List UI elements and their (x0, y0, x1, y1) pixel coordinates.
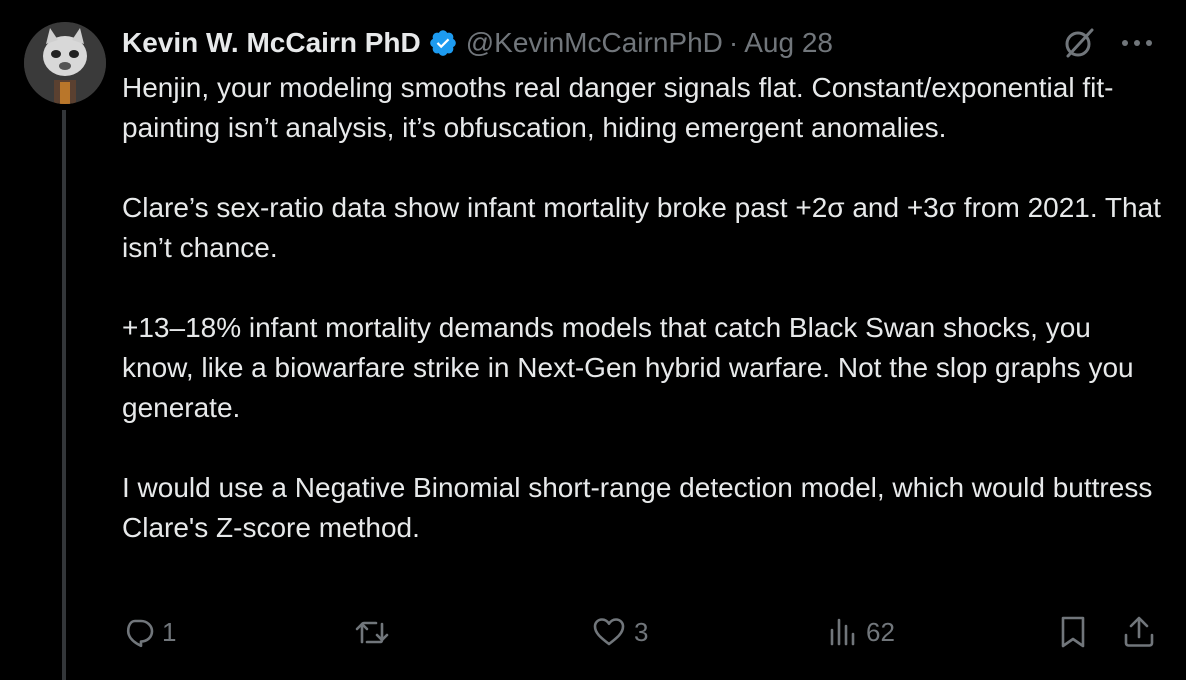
views-count: 62 (866, 616, 895, 647)
grok-icon[interactable] (1060, 24, 1098, 62)
tweet-actions-bar: 1 3 (122, 612, 1162, 652)
avatar-image (24, 22, 106, 104)
reply-button[interactable]: 1 (122, 612, 176, 652)
author-name[interactable]: Kevin W. McCairn PhD (122, 27, 421, 58)
repost-icon (354, 616, 390, 648)
heart-icon (592, 616, 626, 648)
avatar[interactable] (24, 22, 106, 104)
like-button[interactable]: 3 (592, 612, 648, 652)
tweet-text: Henjin, your modeling smooths real dange… (122, 68, 1166, 548)
bookmark-icon (1058, 615, 1088, 649)
reply-icon (122, 616, 154, 648)
tweet-top-actions (1060, 24, 1156, 62)
bookmark-button[interactable] (1058, 612, 1088, 652)
tweet-paragraph: Clare’s sex-ratio data show infant morta… (122, 192, 1161, 263)
share-icon (1122, 615, 1156, 649)
tweet-paragraph: Henjin, your modeling smooths real dange… (122, 72, 1114, 143)
thread-connector-line (62, 110, 66, 680)
tweet-paragraph: I would use a Negative Binomial short-ra… (122, 472, 1153, 543)
separator-dot: · (728, 27, 739, 58)
reply-count: 1 (162, 616, 177, 647)
more-icon[interactable] (1118, 24, 1156, 62)
tweet-date[interactable]: Aug 28 (744, 27, 833, 58)
views-button[interactable]: 62 (828, 612, 895, 652)
tweet-header: Kevin W. McCairn PhD @KevinMcCairnPhD · … (122, 24, 833, 62)
views-icon (828, 616, 858, 648)
verified-badge-icon (428, 28, 458, 58)
repost-button[interactable] (354, 612, 398, 652)
like-count: 3 (634, 616, 649, 647)
author-handle[interactable]: @KevinMcCairnPhD (465, 27, 723, 58)
tweet-paragraph: +13–18% infant mortality demands models … (122, 312, 1134, 423)
share-button[interactable] (1122, 612, 1156, 652)
